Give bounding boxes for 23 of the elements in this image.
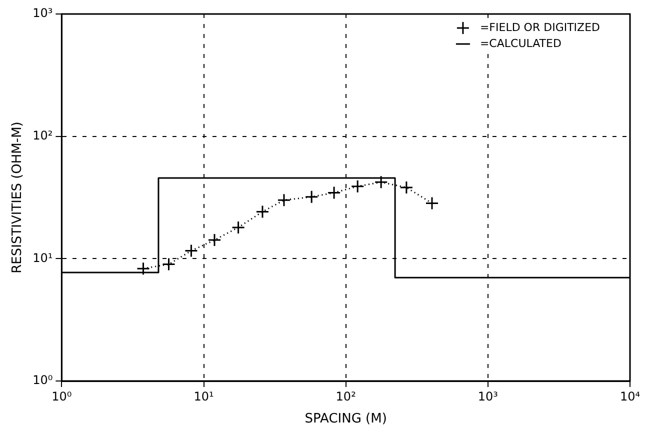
x-tick-label: 10⁰ [52,389,72,404]
y-tick-label: 10³ [32,6,53,20]
y-axis-title: RESISTIVITIES (OHM-M) [10,122,26,274]
x-tick-label: 10³ [478,389,498,404]
y-tick-label: 10⁰ [32,373,53,388]
point [136,262,150,276]
x-tick-label: 10⁴ [620,389,640,404]
point [400,180,414,194]
legend-label: =CALCULATED [480,36,562,50]
point [327,186,341,200]
point [374,175,388,189]
point [256,204,270,218]
legend-label: =FIELD OR DIGITIZED [480,20,600,34]
y-tick-label: 10² [32,128,53,142]
point [208,233,222,247]
point [232,220,246,234]
point [304,190,318,204]
y-tick-label: 10¹ [32,250,53,265]
point [184,244,198,258]
x-tick-label: 10¹ [194,389,214,404]
x-tick-label: 10² [336,389,356,404]
x-axis-title: SPACING (M) [304,412,387,427]
point [350,180,364,194]
